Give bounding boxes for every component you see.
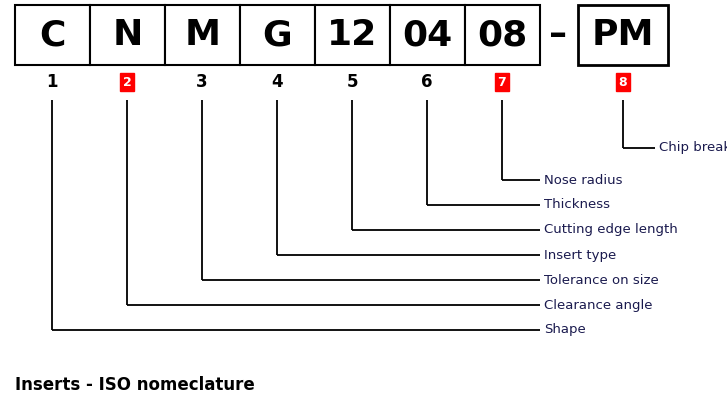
Bar xyxy=(165,5,240,65)
Bar xyxy=(465,5,540,65)
Bar xyxy=(90,5,165,65)
Text: 08: 08 xyxy=(478,18,528,52)
Text: Tolerance on size: Tolerance on size xyxy=(544,274,659,287)
Text: Nose radius: Nose radius xyxy=(544,174,622,187)
Text: Cutting edge length: Cutting edge length xyxy=(544,224,678,237)
Text: 7: 7 xyxy=(497,75,507,89)
Bar xyxy=(15,5,90,65)
Text: 6: 6 xyxy=(421,73,433,91)
Text: 2: 2 xyxy=(123,75,132,89)
Text: –: – xyxy=(549,18,567,52)
Text: Clearance angle: Clearance angle xyxy=(544,299,653,312)
Text: Insert type: Insert type xyxy=(544,249,616,262)
Text: 3: 3 xyxy=(196,73,208,91)
Text: 1: 1 xyxy=(47,73,57,91)
Text: Shape: Shape xyxy=(544,324,586,337)
Text: Inserts - ISO nomeclature: Inserts - ISO nomeclature xyxy=(15,376,254,394)
Text: 5: 5 xyxy=(346,73,358,91)
Text: 04: 04 xyxy=(402,18,453,52)
Text: C: C xyxy=(39,18,65,52)
Text: PM: PM xyxy=(592,18,654,52)
Bar xyxy=(315,5,390,65)
Text: Chip breaker geometry: Chip breaker geometry xyxy=(659,141,727,154)
Text: 4: 4 xyxy=(271,73,283,91)
Text: Thickness: Thickness xyxy=(544,199,610,212)
Text: N: N xyxy=(112,18,142,52)
Text: 8: 8 xyxy=(619,75,627,89)
Text: M: M xyxy=(185,18,220,52)
Text: 12: 12 xyxy=(327,18,377,52)
Bar xyxy=(578,5,668,65)
Bar xyxy=(240,5,315,65)
Text: G: G xyxy=(262,18,292,52)
Bar xyxy=(390,5,465,65)
